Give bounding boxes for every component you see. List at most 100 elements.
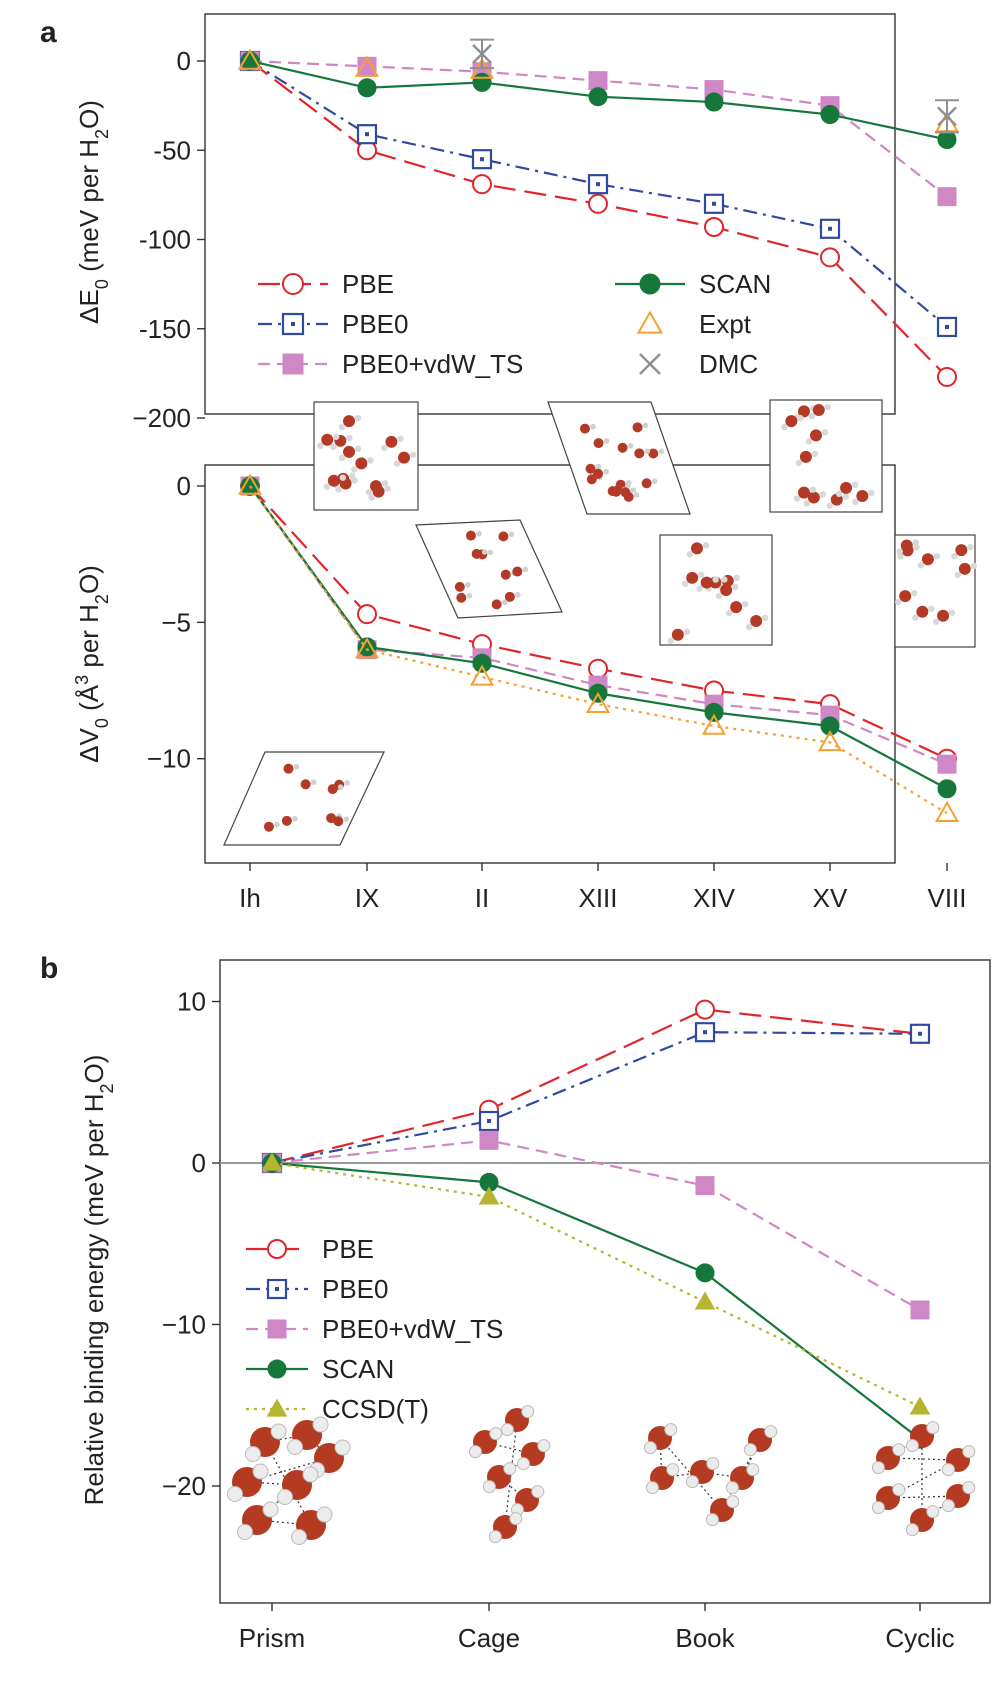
oxygen-atom — [809, 429, 822, 442]
hydrogen-atom — [970, 562, 978, 570]
hydrogen-atom — [354, 445, 362, 453]
oxygen-atom — [807, 491, 820, 504]
energy-legend-label: SCAN — [699, 269, 771, 299]
binding-panel: 10 0 −10 −20 Prism Cage Book Cyclic Relative b… — [79, 959, 991, 1653]
energy-legend-marker-dot — [291, 322, 295, 326]
hydrogen-atom — [482, 1480, 496, 1494]
hydrogen-atom — [666, 1463, 680, 1477]
oxygen-atom — [900, 539, 913, 552]
volume-point — [937, 754, 957, 774]
oxygen-atom — [355, 457, 368, 470]
volume-point — [354, 637, 380, 659]
oxygen-atom — [797, 405, 810, 418]
hydrogen-atom — [917, 562, 925, 569]
energy-point — [588, 87, 608, 107]
hydrogen-atom — [397, 435, 404, 443]
binding-point-dot — [918, 1031, 922, 1036]
energy-ytick-label: -150 — [139, 314, 191, 344]
volume-y-ticks: 0 −5 −10 — [147, 471, 205, 774]
volume-point — [472, 653, 492, 673]
oxygen-atom — [632, 422, 643, 433]
oxygen-atom — [456, 592, 467, 603]
hydrogen-atom — [826, 502, 833, 509]
oxygen-atom — [504, 591, 515, 602]
hydrogen-atom — [706, 1457, 720, 1471]
hydrogen-atom — [896, 548, 903, 555]
binding-point-dot — [703, 1030, 707, 1035]
hydrogen-atom — [368, 494, 375, 501]
hydrogen-atom — [645, 1481, 659, 1495]
hydrogen-atom — [819, 491, 827, 498]
energy-panel: 0 -50 -100 -150 −200 ΔE0 (meV per H2O) PBE SC… — [74, 13, 960, 433]
binding-series-pbe0 — [261, 1022, 931, 1174]
binding-legend-label: CCSD(T) — [322, 1394, 429, 1424]
hydrogen-atom — [344, 779, 350, 786]
oxygen-atom — [579, 423, 590, 434]
hydrogen-atom — [808, 412, 815, 420]
hydrogen-atom — [932, 618, 940, 625]
hydrogen-atom — [316, 1506, 333, 1523]
hydrogen-atom — [537, 1439, 551, 1453]
hydrogen-atom — [381, 444, 388, 452]
binding-legend: PBE PBE0 PBE0+vdW_TS SCAN CCSD(T) — [246, 1234, 503, 1424]
energy-legend-label: DMC — [699, 349, 758, 379]
hydrogen-atom — [892, 1443, 906, 1457]
energy-legend-item: SCAN — [615, 269, 771, 299]
oxygen-atom — [300, 779, 311, 790]
hydrogen-atom — [381, 479, 389, 487]
hydrogen-atom — [346, 434, 353, 442]
binding-legend-label: PBE0+vdW_TS — [322, 1314, 503, 1344]
oxygen-atom — [471, 548, 482, 559]
oxygen-atom — [281, 815, 292, 826]
energy-series-dmc — [470, 38, 959, 134]
hydrogen-atom — [926, 1505, 940, 1519]
oxygen-atom — [916, 605, 929, 618]
binding-xtick-label: Cage — [458, 1623, 520, 1653]
ice-ih-inset — [223, 751, 385, 846]
hydrogen-atom — [868, 489, 875, 497]
hydrogen-atom — [905, 1523, 919, 1537]
energy-legend-marker — [282, 273, 304, 295]
hydrogen-atom — [245, 1446, 261, 1462]
hydrogen-atom — [912, 614, 919, 621]
binding-series — [261, 999, 931, 1449]
energy-point-dot — [596, 182, 600, 187]
hydrogen-atom — [948, 609, 956, 616]
hydrogen-atom — [476, 530, 482, 537]
binding-legend-item: CCSD(T) — [246, 1394, 429, 1424]
hydrogen-atom — [721, 576, 728, 583]
hydrogen-atom — [500, 1423, 514, 1437]
hydrogen-atom — [644, 448, 651, 455]
binding-legend-item: PBE — [246, 1234, 374, 1264]
hydrogen-atom — [809, 486, 817, 493]
hydrogen-atom — [962, 1481, 976, 1495]
energy-y-axis-label: ΔE0 (meV per H2O) — [74, 100, 112, 324]
energy-point-b — [472, 43, 492, 64]
oxygen-atom — [327, 474, 340, 487]
volume-line — [249, 485, 948, 760]
hydrogen-atom — [337, 784, 344, 790]
hydrogen-atom — [277, 1489, 293, 1505]
oxygen-atom — [343, 445, 356, 458]
ice-structure-insets — [223, 399, 978, 846]
hydrogen-atom — [926, 1421, 940, 1435]
energy-point — [704, 92, 724, 112]
hydrogen-atom — [912, 539, 919, 546]
binding-plot-frame — [219, 959, 991, 1604]
hydrogen-atom — [842, 493, 849, 500]
volume-point — [237, 473, 263, 495]
hydrogen-atom — [262, 1501, 279, 1518]
volume-xtick-label: Ih — [239, 883, 261, 913]
oxygen-atom — [620, 487, 631, 498]
energy-point — [820, 105, 840, 125]
binding-legend-item: SCAN — [246, 1354, 394, 1384]
hydrogen-atom — [292, 816, 298, 822]
oxygen-atom — [799, 450, 812, 463]
volume-series-scan — [240, 476, 957, 799]
oxygen-atom — [611, 486, 622, 497]
hydrogen-atom — [667, 637, 675, 644]
oxygen-atom — [700, 576, 713, 589]
hydrogen-atom — [725, 609, 733, 617]
binding-point — [694, 1291, 716, 1310]
energy-legend-item: PBE — [258, 269, 394, 299]
